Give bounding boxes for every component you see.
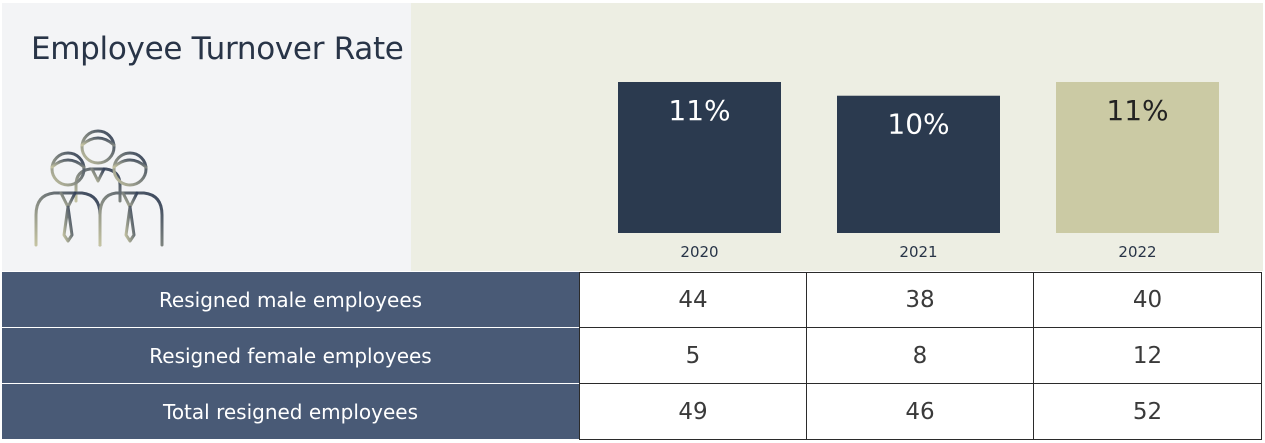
x-tick-label-2020: 2020	[680, 243, 718, 261]
table-cell: 12	[1034, 328, 1262, 384]
people-group-icon	[34, 129, 164, 247]
data-label-2021: 10%	[887, 108, 949, 141]
table-cell: 38	[807, 272, 1034, 328]
row-label: Resigned female employees	[2, 328, 579, 384]
row-label: Resigned male employees	[2, 272, 579, 328]
table-cell: 8	[807, 328, 1034, 384]
data-label-2022: 11%	[1106, 94, 1168, 127]
turnover-bar-chart: 11% 2020 10% 2021 11% 2022	[618, 82, 1219, 261]
table-cell: 44	[579, 272, 807, 328]
row-label: Total resigned employees	[2, 384, 579, 440]
table-cell: 46	[807, 384, 1034, 440]
page-title: Employee Turnover Rate	[31, 31, 404, 67]
table-row: Resigned male employees 44 38 40	[0, 272, 1265, 328]
table-row: Total resigned employees 49 46 52	[0, 384, 1265, 440]
x-tick-label-2022: 2022	[1118, 243, 1156, 261]
table-cell: 49	[579, 384, 807, 440]
bar-2021	[837, 95, 1000, 234]
table-row: Resigned female employees 5 8 12	[0, 328, 1265, 384]
bar-2020	[618, 82, 781, 233]
bar-2022	[1056, 82, 1219, 233]
data-label-2020: 11%	[668, 94, 730, 127]
x-tick-label-2021: 2021	[899, 243, 937, 261]
table-cell: 5	[579, 328, 807, 384]
chart-panel: 11% 2020 10% 2021 11% 2022	[411, 3, 1263, 271]
title-panel: Employee Turnover Rate	[2, 3, 411, 271]
table-cell: 40	[1034, 272, 1262, 328]
table-cell: 52	[1034, 384, 1262, 440]
